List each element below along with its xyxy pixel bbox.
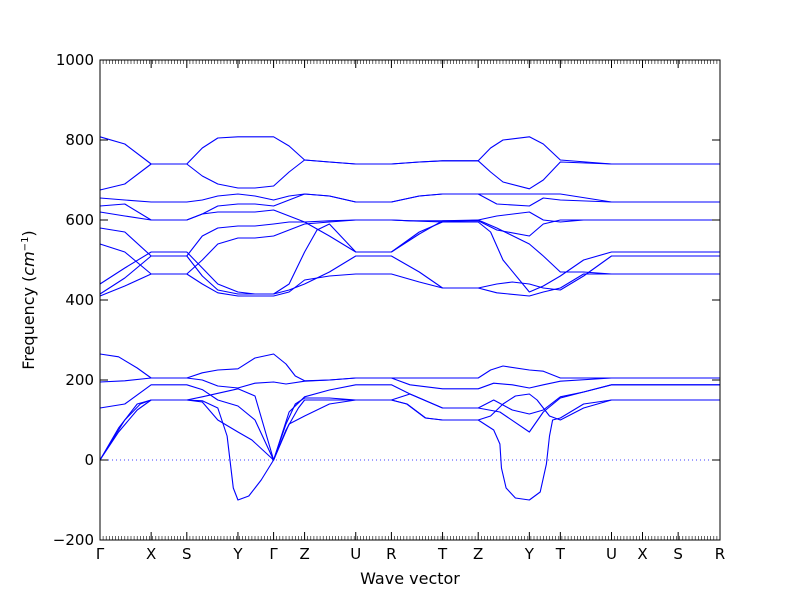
y-axis-label-unit-exp: −1 — [20, 237, 31, 252]
kpoint-label: R — [715, 545, 725, 563]
branch-line-3 — [99, 384, 720, 461]
kpoint-label: T — [555, 545, 566, 563]
kpoint-label: U — [606, 545, 617, 563]
kpoint-label: X — [146, 545, 156, 563]
x-axis-label: Wave vector — [360, 569, 460, 588]
kpoint-label: S — [673, 545, 683, 563]
branch-line-8 — [99, 255, 720, 295]
branch-line-4 — [99, 384, 720, 461]
kpoint-label: S — [182, 545, 192, 563]
kpoint-label: Z — [473, 545, 483, 563]
y-axis-label-text: Frequency — [19, 287, 38, 370]
kpoint-label: Z — [299, 545, 309, 563]
y-tick-label: 400 — [65, 291, 94, 309]
kpoint-label: U — [350, 545, 361, 563]
kpoint-label: Γ — [269, 545, 278, 563]
kpoint-label: Y — [232, 545, 243, 563]
y-axis-label-unit: cm — [19, 251, 38, 275]
y-axis-label-open: ( — [19, 276, 38, 287]
kpoint-label: T — [437, 545, 448, 563]
y-axis-ticks: −200 0 200 400 600 800 1000 — [53, 51, 720, 549]
minor-ticks — [99, 60, 721, 540]
branch-line-11 — [99, 219, 720, 257]
branch-line-16 — [99, 136, 720, 165]
branch-line-9 — [99, 221, 720, 295]
kpoint-label: Y — [524, 545, 535, 563]
kpoint-label: Γ — [96, 545, 105, 563]
branch-line-2 — [99, 399, 720, 501]
branch-line-14 — [99, 193, 720, 203]
y-tick-label: 600 — [65, 211, 94, 229]
plot-area-background — [100, 60, 720, 540]
y-tick-label: −200 — [53, 531, 94, 549]
y-tick-label: 800 — [65, 131, 94, 149]
branch-line-10 — [99, 219, 720, 275]
branch-line-6 — [99, 353, 720, 382]
phonon-branches — [99, 136, 720, 501]
y-axis-label-close: ) — [19, 230, 38, 236]
y-axis-label: Frequency (cm−1) — [19, 230, 38, 369]
kpoint-label: R — [386, 545, 396, 563]
y-tick-label: 0 — [84, 451, 94, 469]
branch-line-7 — [99, 273, 720, 297]
branch-line-1 — [99, 393, 720, 501]
y-tick-label: 1000 — [56, 51, 94, 69]
y-tick-label: 200 — [65, 371, 94, 389]
kpoint-label: X — [637, 545, 647, 563]
